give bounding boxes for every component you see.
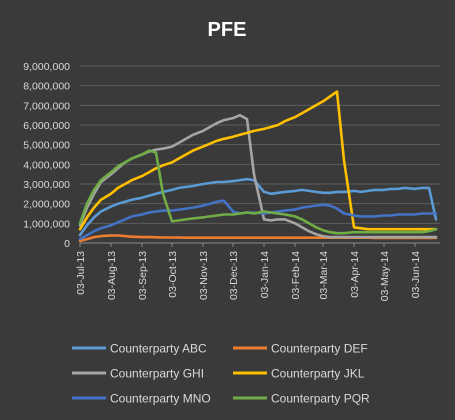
y-tick-label: 1,000,000 <box>23 218 70 230</box>
series-line-counterparty-abc <box>78 177 438 237</box>
y-tick-label: 7,000,000 <box>23 100 70 112</box>
x-tick-label: 03-Jul-13 <box>75 251 87 295</box>
x-tick-label: 03-Aug-13 <box>106 251 118 300</box>
legend: Counterparty ABC Counterparty DEF Counterp… <box>72 342 370 406</box>
x-tick-label: 03-Jun-14 <box>410 251 422 298</box>
grid-layer <box>80 65 440 244</box>
y-tick-label: 0 <box>64 238 70 250</box>
y-tick-label: 9,000,000 <box>23 61 70 73</box>
legend-label: Counterparty PQR <box>271 392 370 406</box>
legend-label: Counterparty MNO <box>110 392 211 406</box>
y-tick-label: 3,000,000 <box>23 179 70 191</box>
y-tick-label: 2,000,000 <box>23 199 70 211</box>
x-tick-label: 03-Dec-13 <box>228 251 240 300</box>
chart-title: PFE <box>208 19 247 41</box>
y-tick-label: 4,000,000 <box>23 159 70 171</box>
y-tick-label: 8,000,000 <box>23 81 70 93</box>
x-tick-label: 03-Sep-13 <box>137 251 149 300</box>
x-tick-label: 03-Nov-13 <box>198 251 210 300</box>
legend-label: Counterparty JKL <box>271 367 365 381</box>
x-tick-label: 03-Mar-14 <box>318 251 330 300</box>
y-tick-label: 6,000,000 <box>23 120 70 132</box>
x-tick-label: 03-Jan-14 <box>259 251 271 298</box>
x-tick-label: 03-Apr-14 <box>349 251 361 298</box>
legend-label: Counterparty GHI <box>110 367 204 381</box>
y-tick-label: 5,000,000 <box>23 140 70 152</box>
legend-label: Counterparty ABC <box>110 342 207 356</box>
axis-layer: 0 1,000,000 2,000,000 3,000,000 4,000,000 5,0… <box>23 61 440 301</box>
legend-label: Counterparty DEF <box>271 342 368 356</box>
series-layer <box>78 90 438 243</box>
x-tick-label: 03-May-14 <box>379 251 391 301</box>
x-tick-label: 03-Feb-14 <box>290 251 302 300</box>
series-line-counterparty-jkl <box>78 90 438 231</box>
series-line-counterparty-ghi <box>78 113 438 239</box>
series-line-counterparty-pqr <box>78 149 438 235</box>
x-tick-label: 03-Oct-13 <box>167 251 179 298</box>
